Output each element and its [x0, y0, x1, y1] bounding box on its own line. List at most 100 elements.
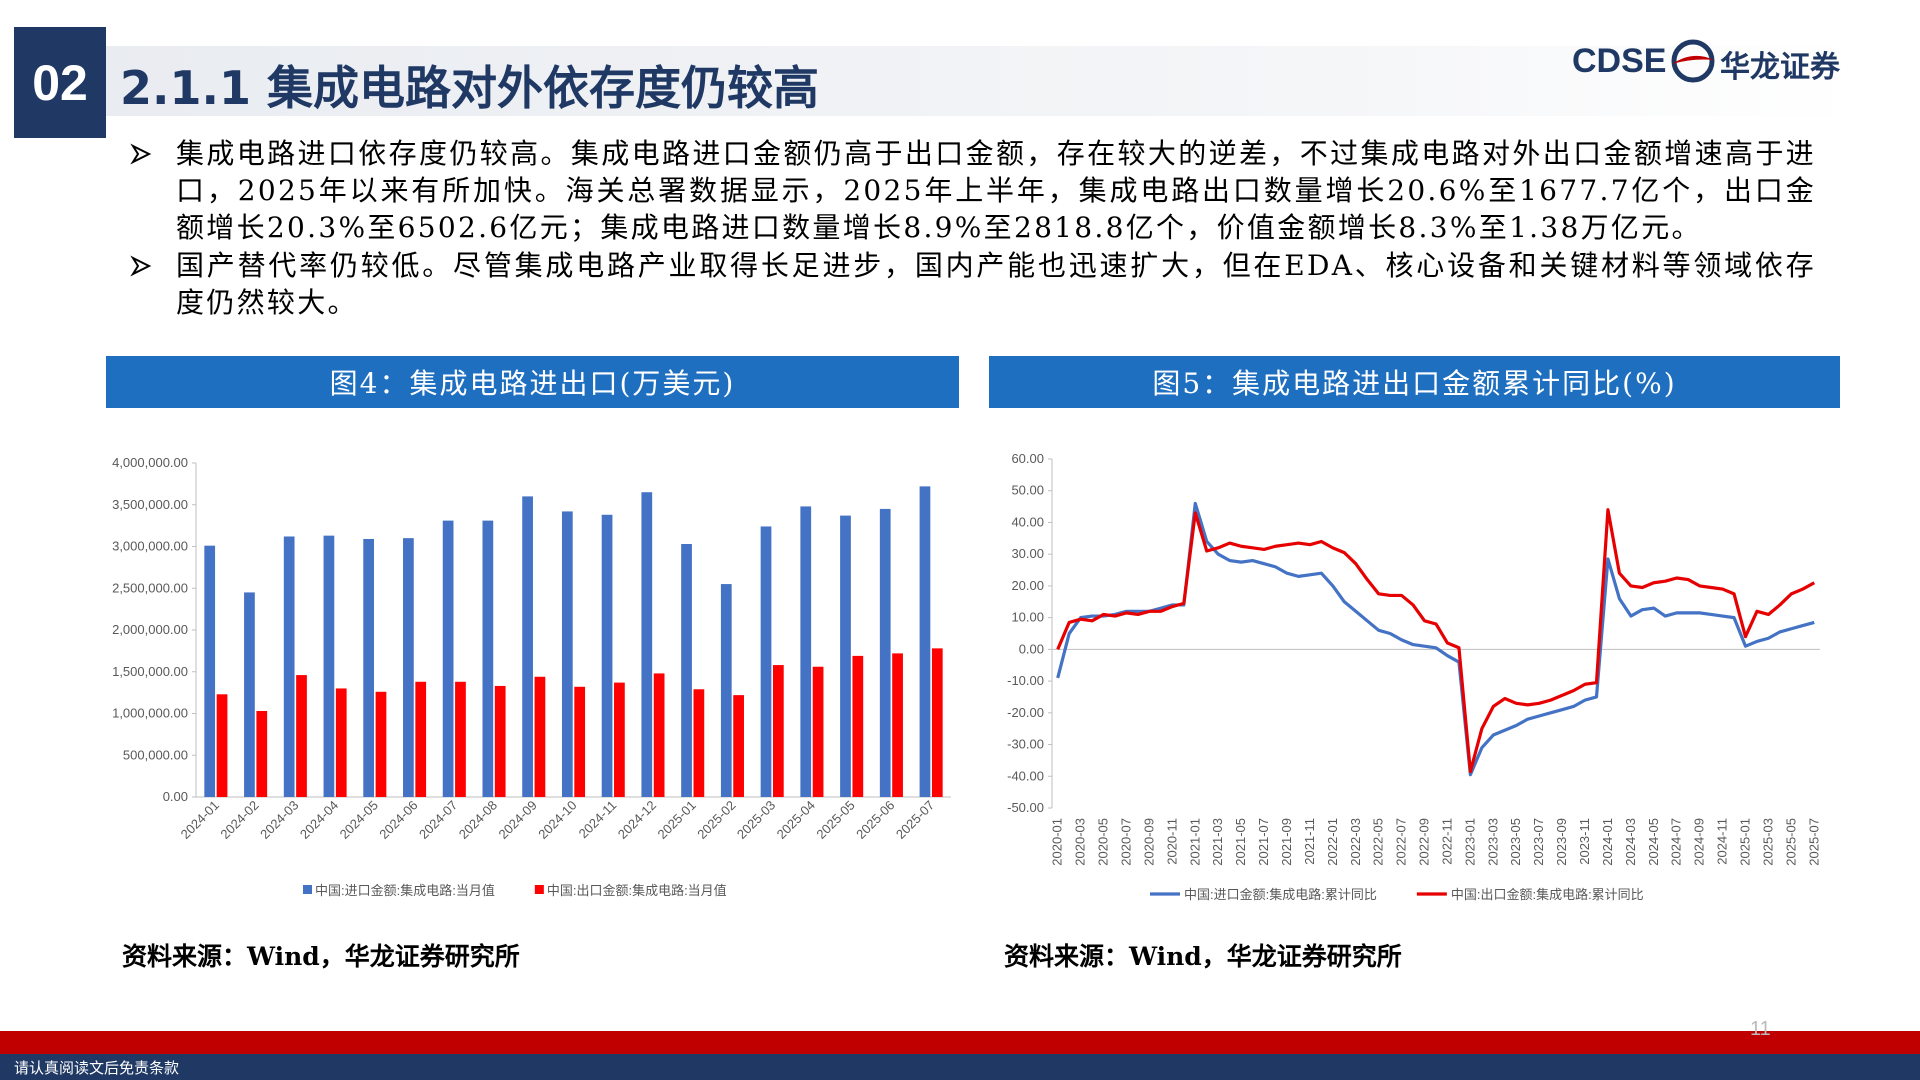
- x-tick-label: 2021-11: [1302, 818, 1317, 865]
- y-tick-label: 3,000,000.00: [112, 539, 188, 554]
- y-tick-label: 2,500,000.00: [112, 580, 188, 595]
- section-number: 02: [14, 27, 106, 138]
- y-tick-label: 60.00: [1011, 451, 1044, 466]
- bar: [335, 688, 347, 797]
- x-tick-label: 2024-02: [217, 798, 261, 842]
- bar: [760, 526, 772, 797]
- logo-ring: [1671, 39, 1715, 83]
- x-tick-label: 2020-03: [1073, 818, 1088, 866]
- x-tick-label: 2023-09: [1554, 818, 1569, 866]
- bar: [415, 681, 427, 797]
- bar: [283, 536, 295, 797]
- bar: [772, 665, 784, 797]
- bar: [574, 686, 586, 797]
- x-tick-label: 2025-05: [813, 798, 857, 842]
- x-tick-label: 2024-01: [178, 798, 222, 842]
- x-tick-label: 2020-01: [1050, 818, 1065, 866]
- bar: [879, 508, 891, 797]
- bar: [494, 685, 506, 797]
- bar: [800, 506, 812, 797]
- bullet-text: 集成电路进口依存度仍较高。集成电路进口金额仍高于出口金额，存在较大的逆差，不过集…: [176, 137, 1816, 244]
- bullet-arrow: [130, 255, 152, 277]
- bar: [601, 514, 613, 797]
- x-tick-label: 2025-07: [893, 798, 937, 842]
- y-tick-label: 50.00: [1011, 483, 1044, 498]
- bar: [363, 538, 375, 797]
- x-tick-label: 2024-03: [1623, 818, 1638, 866]
- x-tick-label: 2020-05: [1096, 818, 1111, 866]
- x-tick-label: 2021-03: [1210, 818, 1225, 866]
- x-tick-label: 2020-09: [1141, 818, 1156, 866]
- x-tick-label: 2024-01: [1600, 818, 1615, 866]
- logo-icon: [1671, 39, 1715, 83]
- bar: [840, 515, 851, 797]
- x-tick-label: 2022-09: [1417, 818, 1432, 866]
- x-tick-label: 2025-07: [1806, 818, 1821, 866]
- line: [1056, 508, 1816, 774]
- bar: [892, 653, 903, 797]
- y-tick-label: 4,000,000.00: [112, 455, 188, 470]
- x-tick-label: 2024-08: [456, 798, 500, 842]
- y-tick-label: 3,500,000.00: [112, 497, 188, 512]
- x-tick-label: 2025-04: [774, 798, 818, 842]
- x-tick-label: 2021-01: [1187, 818, 1202, 866]
- bullet-text: 国产替代率仍较低。尽管集成电路产业取得长足进步，国内产能也迅速扩大，但在EDA、…: [176, 249, 1816, 319]
- bar: [522, 496, 533, 797]
- bar: [693, 689, 705, 797]
- bullet-arrow: [130, 143, 152, 165]
- slide-title: 2.1.1 集成电路对外依存度仍较高: [120, 61, 819, 115]
- bar: [561, 511, 573, 797]
- legend-swatch: [303, 885, 312, 894]
- x-tick-label: 2022-01: [1325, 818, 1340, 866]
- x-tick-label: 2025-03: [1760, 818, 1775, 866]
- x-tick-label: 2023-11: [1577, 818, 1592, 865]
- bar: [323, 535, 335, 797]
- y-tick-label: 20.00: [1011, 578, 1044, 593]
- y-tick-label: -50.00: [1007, 800, 1044, 815]
- x-tick-label: 2024-09: [1692, 818, 1707, 866]
- x-tick-label: 2025-02: [694, 798, 738, 842]
- bar: [641, 492, 653, 797]
- legend-label: 中国:进口金额:集成电路:累计同比: [1184, 887, 1377, 902]
- y-tick-label: 0.00: [1019, 641, 1044, 656]
- y-tick-label: 500,000.00: [123, 747, 188, 762]
- y-tick-label: 40.00: [1011, 514, 1044, 529]
- y-tick-label: -30.00: [1007, 737, 1044, 752]
- footer-band: [0, 1031, 1920, 1054]
- x-tick-label: 2021-07: [1256, 818, 1271, 866]
- y-tick-label: 1,000,000.00: [112, 706, 188, 721]
- bar: [296, 675, 307, 797]
- bar: [720, 584, 732, 797]
- x-tick-label: 2025-05: [1783, 818, 1798, 866]
- legend-swatch: [534, 885, 544, 894]
- y-tick-label: 0.00: [163, 789, 188, 804]
- x-tick-label: 2024-11: [1715, 818, 1730, 865]
- bar: [482, 520, 494, 797]
- x-tick-label: 2024-07: [1669, 818, 1684, 866]
- x-tick-label: 2024-12: [615, 798, 659, 842]
- x-tick-label: 2023-03: [1485, 818, 1500, 866]
- source-note: 资料来源：Wind，华龙证券研究所: [1004, 942, 1402, 971]
- line: [1056, 501, 1815, 777]
- x-tick-label: 2025-01: [654, 798, 698, 842]
- x-tick-label: 2024-03: [257, 798, 301, 842]
- x-tick-label: 2023-01: [1462, 818, 1477, 866]
- bar: [204, 545, 216, 797]
- bar: [256, 710, 268, 797]
- y-tick-label: 1,500,000.00: [112, 664, 188, 679]
- x-tick-label: 2020-11: [1164, 818, 1179, 865]
- x-tick-label: 2025-06: [853, 798, 897, 842]
- x-tick-label: 2024-07: [416, 798, 460, 842]
- x-tick-label: 2025-01: [1737, 818, 1752, 866]
- x-tick-label: 2024-11: [576, 798, 620, 842]
- bar: [614, 682, 625, 797]
- bar: [653, 673, 665, 797]
- x-tick-label: 2020-07: [1119, 818, 1134, 866]
- bar: [375, 691, 387, 797]
- bar: [216, 694, 228, 797]
- x-tick-label: 2025-03: [734, 798, 778, 842]
- x-tick-label: 2022-03: [1348, 818, 1363, 866]
- page-number: 11: [1750, 1018, 1771, 1040]
- bar: [931, 648, 943, 797]
